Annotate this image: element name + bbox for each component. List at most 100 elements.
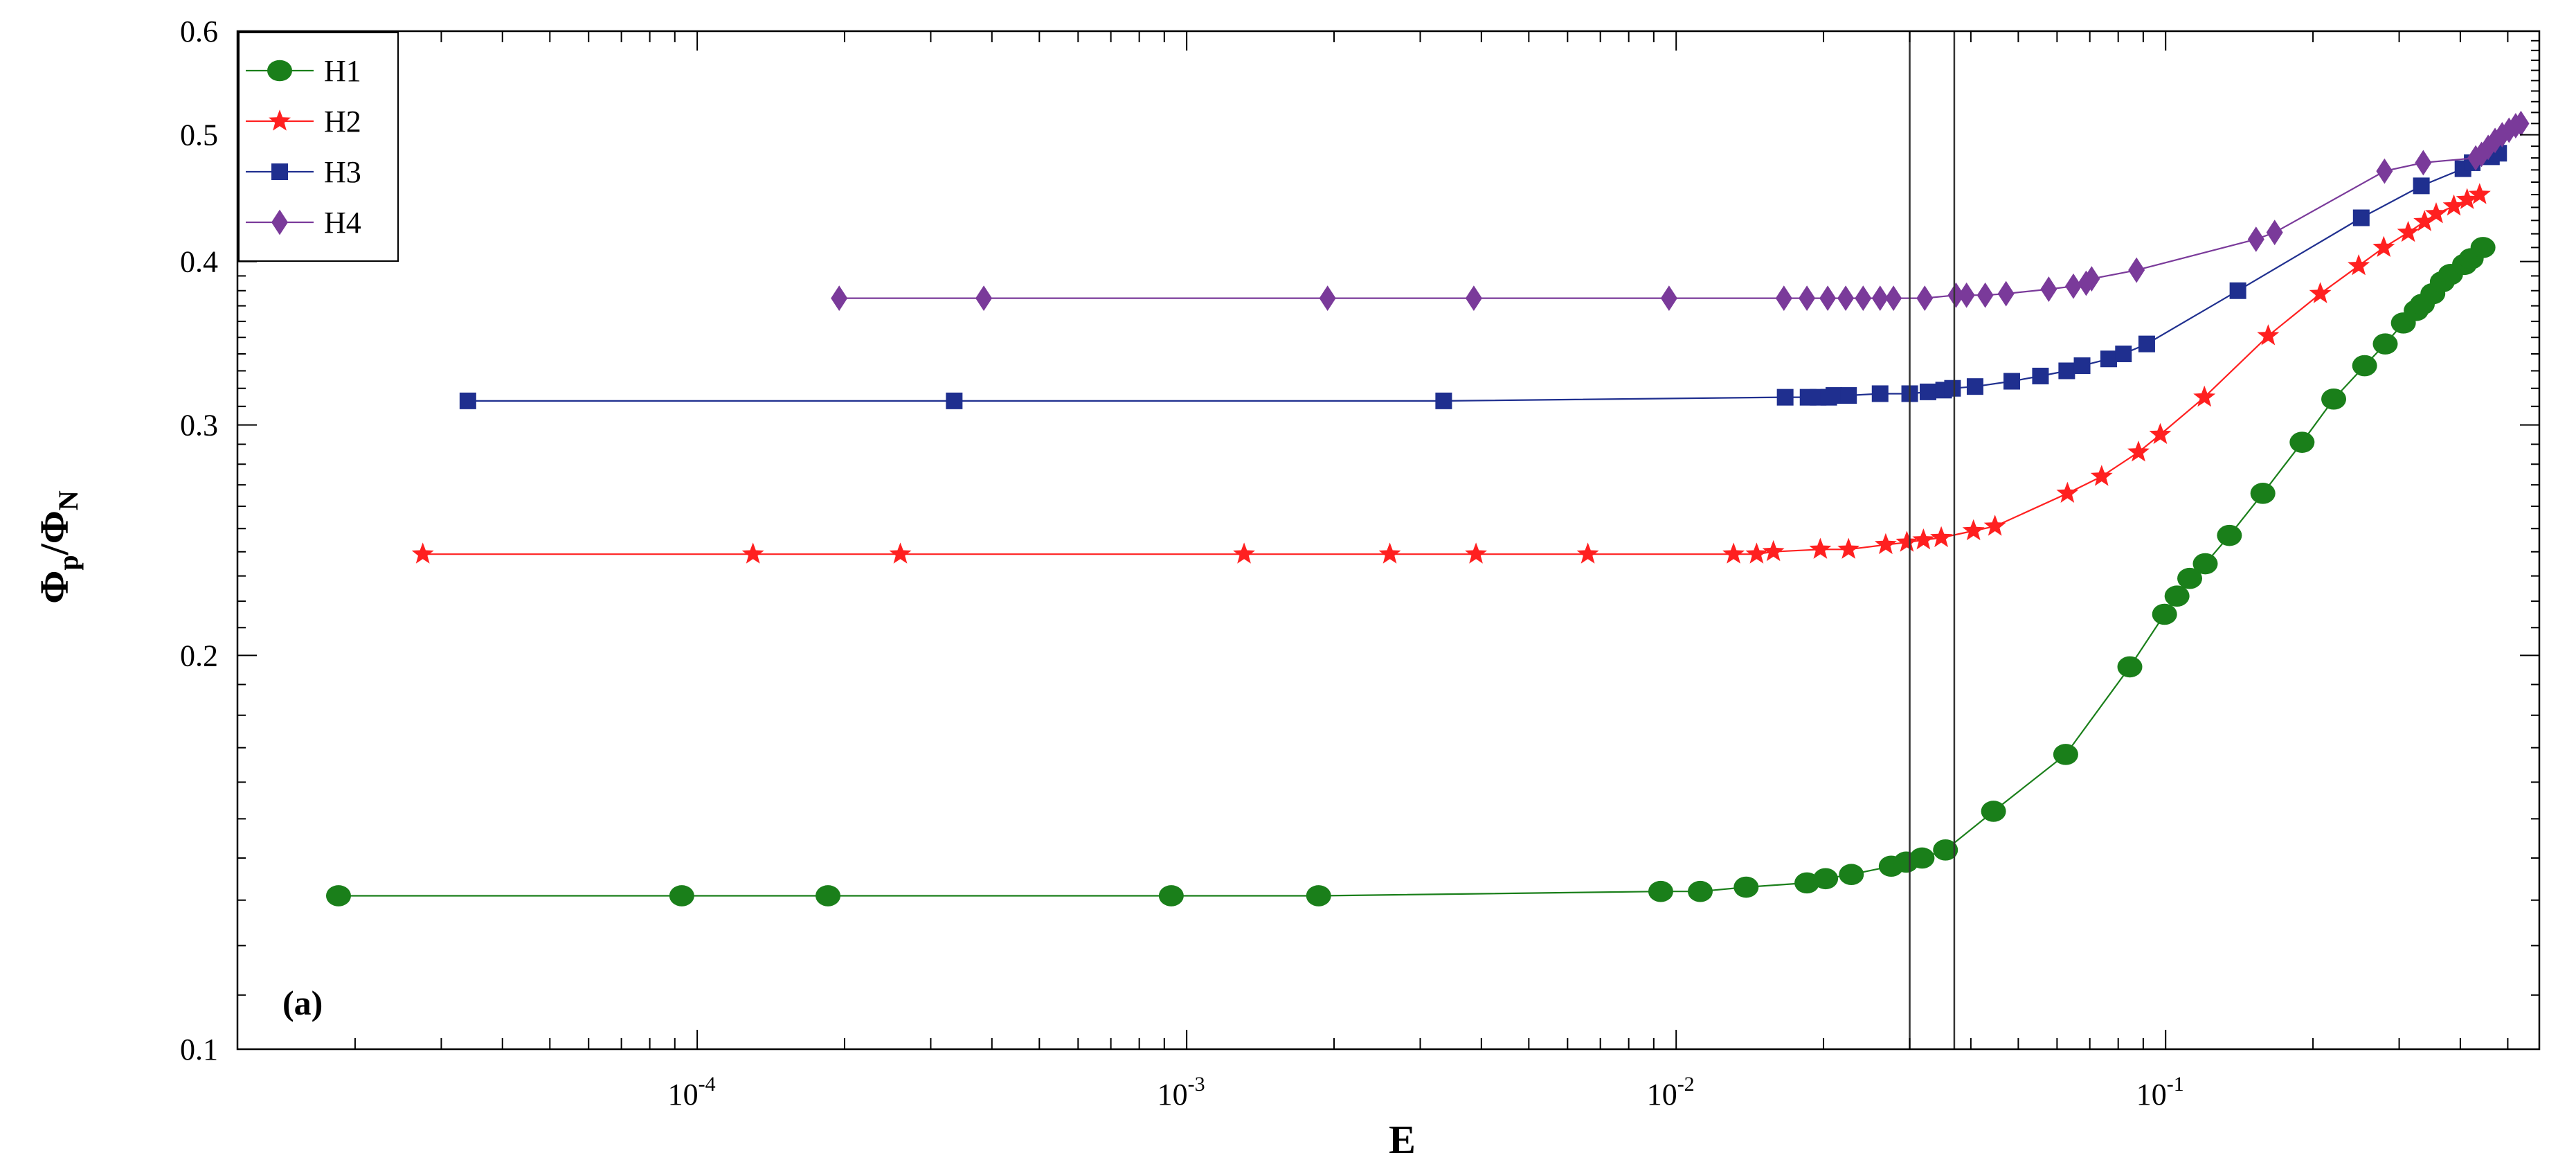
point-h3 (1840, 387, 1857, 404)
legend-label-h4: H4 (324, 206, 361, 240)
point-h2 (1233, 542, 1255, 564)
point-h4 (1799, 285, 1816, 312)
point-h1 (2152, 603, 2177, 625)
point-h4 (1871, 285, 1889, 312)
x-tick-exponent: -4 (699, 1073, 716, 1096)
point-h4 (2512, 110, 2530, 136)
point-h1 (1794, 872, 1820, 894)
point-h2 (1837, 537, 1860, 559)
point-h4 (975, 285, 993, 312)
y-axis-title-base: Φ (32, 571, 77, 604)
point-h4 (2065, 273, 2082, 299)
x-axis-title: E (1389, 1117, 1416, 1160)
series-h2 (411, 183, 2491, 564)
point-h2 (1912, 528, 1935, 550)
point-h2 (2309, 282, 2332, 303)
point-h1 (2192, 553, 2218, 575)
legend-label-h1: H1 (324, 54, 361, 88)
point-h3 (2073, 357, 2091, 375)
point-h4 (1947, 282, 1965, 308)
series-line-h2 (422, 193, 2480, 555)
point-h2 (1762, 539, 1785, 562)
series-h1 (325, 237, 2496, 907)
point-h3 (946, 392, 963, 409)
point-h1 (1687, 880, 1713, 902)
point-h2 (2456, 188, 2478, 209)
point-h1 (1933, 839, 1958, 861)
point-h4 (2376, 158, 2393, 184)
legend-marker-h2 (269, 109, 291, 131)
x-tick-exponent: -3 (1188, 1073, 1205, 1096)
x-tick-base: 10 (2136, 1078, 2167, 1112)
point-h3 (2413, 177, 2430, 195)
point-h1 (2177, 567, 2203, 589)
point-h2 (2127, 440, 2150, 462)
plot-area (325, 110, 2530, 907)
point-h4 (1319, 285, 1336, 312)
point-h3 (2032, 367, 2049, 384)
point-h2 (1465, 542, 1487, 564)
point-h3 (2003, 373, 2021, 390)
y-axis-title: Φp/ΦN (32, 490, 84, 604)
point-h2 (1745, 542, 1768, 564)
x-tick-exponent: -2 (1677, 1073, 1695, 1096)
legend-label-h2: H2 (324, 105, 361, 139)
point-h4 (1775, 285, 1792, 312)
point-h4 (1976, 282, 1994, 308)
point-h3 (1944, 380, 1961, 397)
point-h2 (2372, 235, 2395, 257)
point-h3 (2138, 335, 2155, 353)
point-h1 (2117, 656, 2143, 678)
point-h4 (1855, 285, 1872, 312)
point-h4 (2083, 266, 2100, 292)
point-h3 (1435, 392, 1452, 409)
point-h4 (1660, 285, 1677, 312)
series-line-h3 (467, 152, 2499, 402)
point-h2 (1874, 533, 1897, 555)
series-h4 (831, 110, 2530, 312)
point-h3 (1871, 385, 1889, 402)
point-h2 (1895, 530, 1918, 552)
series-h3 (459, 145, 2507, 409)
y-axis-title-sub1: p (53, 555, 84, 570)
point-h1 (816, 885, 841, 907)
legend-box (238, 32, 399, 262)
point-h1 (1158, 885, 1184, 907)
point-h4 (2247, 226, 2264, 252)
point-h1 (2164, 585, 2190, 607)
axes-frame (236, 30, 2541, 1051)
legend-marker-h4 (271, 209, 288, 235)
point-h2 (2468, 183, 2491, 204)
y-tick-label: 0.2 (180, 639, 218, 672)
y-tick-label: 0.1 (180, 1033, 218, 1067)
x-tick-base: 10 (1647, 1078, 1677, 1112)
point-h1 (2352, 355, 2377, 377)
plot-border (236, 30, 2541, 1051)
point-h4 (2128, 257, 2145, 283)
point-h1 (325, 885, 351, 907)
point-h4 (2266, 220, 2283, 246)
point-h1 (1839, 864, 1864, 886)
point-h4 (2415, 150, 2432, 176)
point-h2 (2090, 465, 2113, 486)
point-h2 (2056, 481, 2079, 503)
x-tick-label: 10-1 (2136, 1073, 2184, 1112)
point-h3 (1776, 389, 1794, 406)
y-axis-title-sub2: N (53, 490, 84, 510)
x-ticks: 10-4 10-3 10-2 10-1 (354, 31, 2509, 1112)
point-h3 (2115, 345, 2132, 362)
y-tick-label: 0.4 (180, 245, 218, 279)
point-h4 (1885, 285, 1902, 312)
point-h3 (2229, 282, 2246, 299)
point-h4 (1465, 285, 1482, 312)
point-h1 (1981, 801, 2006, 822)
point-h1 (1813, 868, 1839, 890)
point-h2 (1983, 515, 2006, 536)
point-h1 (1909, 847, 1935, 869)
point-h2 (889, 542, 912, 564)
point-h4 (1916, 285, 1934, 312)
point-h2 (1809, 537, 1832, 559)
point-h2 (1576, 542, 1599, 564)
x-tick-base: 10 (668, 1078, 699, 1112)
